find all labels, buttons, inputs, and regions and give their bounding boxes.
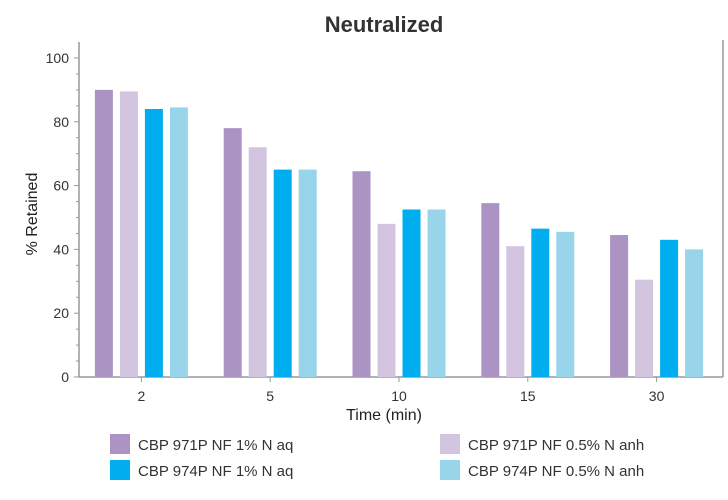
legend-swatch [110,460,130,480]
bar [273,169,292,377]
y-tick-label: 40 [53,241,69,257]
x-tick-label: 15 [520,388,536,404]
legend-entry: CBP 971P NF 0.5% N anh [468,437,644,454]
legend-entry: CBP 974P NF 1% N aq [138,463,293,480]
y-tick-label: 20 [53,305,69,321]
x-tick-label: 2 [138,388,146,404]
bar [556,231,575,377]
bar [660,239,679,377]
bar [402,209,421,377]
bar [481,203,500,377]
bar [223,128,242,377]
bar [119,91,138,377]
bar [377,223,396,377]
legend-swatch [110,434,130,454]
bar [635,279,654,377]
plot-area: 0 20 40 60 80 100 2 5 10 15 30 [46,40,724,404]
bar [352,171,371,377]
y-tick-label: 0 [61,369,69,385]
chart-title: Neutralized [325,12,444,37]
bar [169,107,188,378]
y-axis-label: % Retained [24,173,41,256]
x-tick-label: 30 [649,388,665,404]
x-axis-label: Time (min) [346,407,422,424]
legend-swatch [440,460,460,480]
bar [427,209,446,377]
x-tick-label: 5 [266,388,274,404]
bar [248,147,267,377]
y-tick-label: 80 [53,114,69,130]
bar [610,235,629,377]
legend-swatch [440,434,460,454]
bar [531,228,550,377]
bar [144,109,163,377]
y-tick-label: 60 [53,178,69,194]
bar [685,249,704,377]
legend-entry: CBP 971P NF 1% N aq [138,437,293,454]
x-tick-label: 10 [391,388,407,404]
legend-entry: CBP 974P NF 0.5% N anh [468,463,644,480]
bar [506,246,525,377]
bar [94,89,113,377]
legend: CBP 971P NF 1% N aq CBP 971P NF 0.5% N an… [110,434,644,480]
bar [298,169,317,377]
y-tick-label: 100 [46,50,70,66]
